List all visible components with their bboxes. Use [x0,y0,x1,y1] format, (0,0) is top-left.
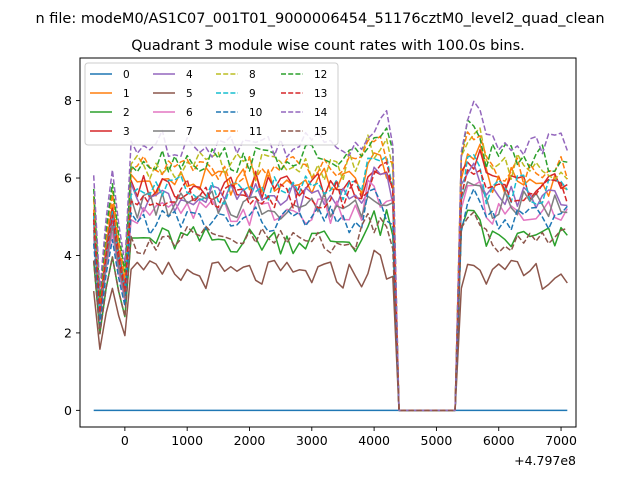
legend-label-15: 15 [314,126,327,138]
series-line-14 [92,100,569,412]
legend-label-0: 0 [123,69,130,81]
legend-label-14: 14 [314,107,328,119]
x-tick-label: 5000 [421,433,453,448]
x-tick-label: 2000 [234,433,266,448]
x-tick-label: 3000 [296,433,328,448]
legend-label-3: 3 [123,126,130,138]
legend-label-6: 6 [186,107,193,119]
y-tick-label: 0 [64,403,72,418]
x-tick-label: 7000 [545,433,577,448]
series-line-6 [92,179,568,412]
legend-label-9: 9 [249,88,256,100]
series-line-15 [92,211,568,412]
series-line-13 [92,161,569,412]
chart-title: Quadrant 3 module wise count rates with … [131,38,525,54]
legend-label-7: 7 [186,126,193,138]
legend-label-13: 13 [314,88,327,100]
x-axis-offset-label: +4.797e8 [514,453,576,468]
series-line-7 [92,181,568,412]
legend-label-5: 5 [186,88,193,100]
y-axis: 0 2 4 6 8 [64,93,80,418]
x-axis: 0 1000 2000 3000 4000 5000 6000 7000 [121,427,577,448]
x-tick-label: 6000 [483,433,515,448]
x-tick-label: 1000 [171,433,203,448]
series-line-4 [92,162,568,412]
y-tick-label: 4 [64,248,72,263]
legend-label-1: 1 [123,88,130,100]
x-tick-label: 4000 [358,433,390,448]
series-line-12 [92,119,568,412]
legend-label-11: 11 [249,126,262,138]
series-line-1 [92,143,568,412]
series-line-2 [92,209,568,412]
legend-label-12: 12 [314,69,327,81]
axes-frame [79,57,577,428]
series-line-5 [92,249,568,412]
series-line-10 [92,188,568,412]
y-tick-label: 8 [64,93,72,108]
x-tick-label: 0 [121,433,129,448]
legend-label-8: 8 [249,69,256,81]
plot-area [92,100,569,412]
legend-label-10: 10 [249,107,262,119]
legend-label-2: 2 [123,107,130,119]
legend-label-4: 4 [186,69,193,81]
figure-suptitle: n file: modeM0/AS1C07_001T01_9000006454_… [35,11,604,27]
series-line-3 [92,149,568,412]
legend-box [84,62,339,146]
y-tick-label: 2 [64,325,72,340]
series-line-11 [92,131,569,412]
series-line-9 [92,154,568,412]
y-tick-label: 6 [64,171,72,186]
